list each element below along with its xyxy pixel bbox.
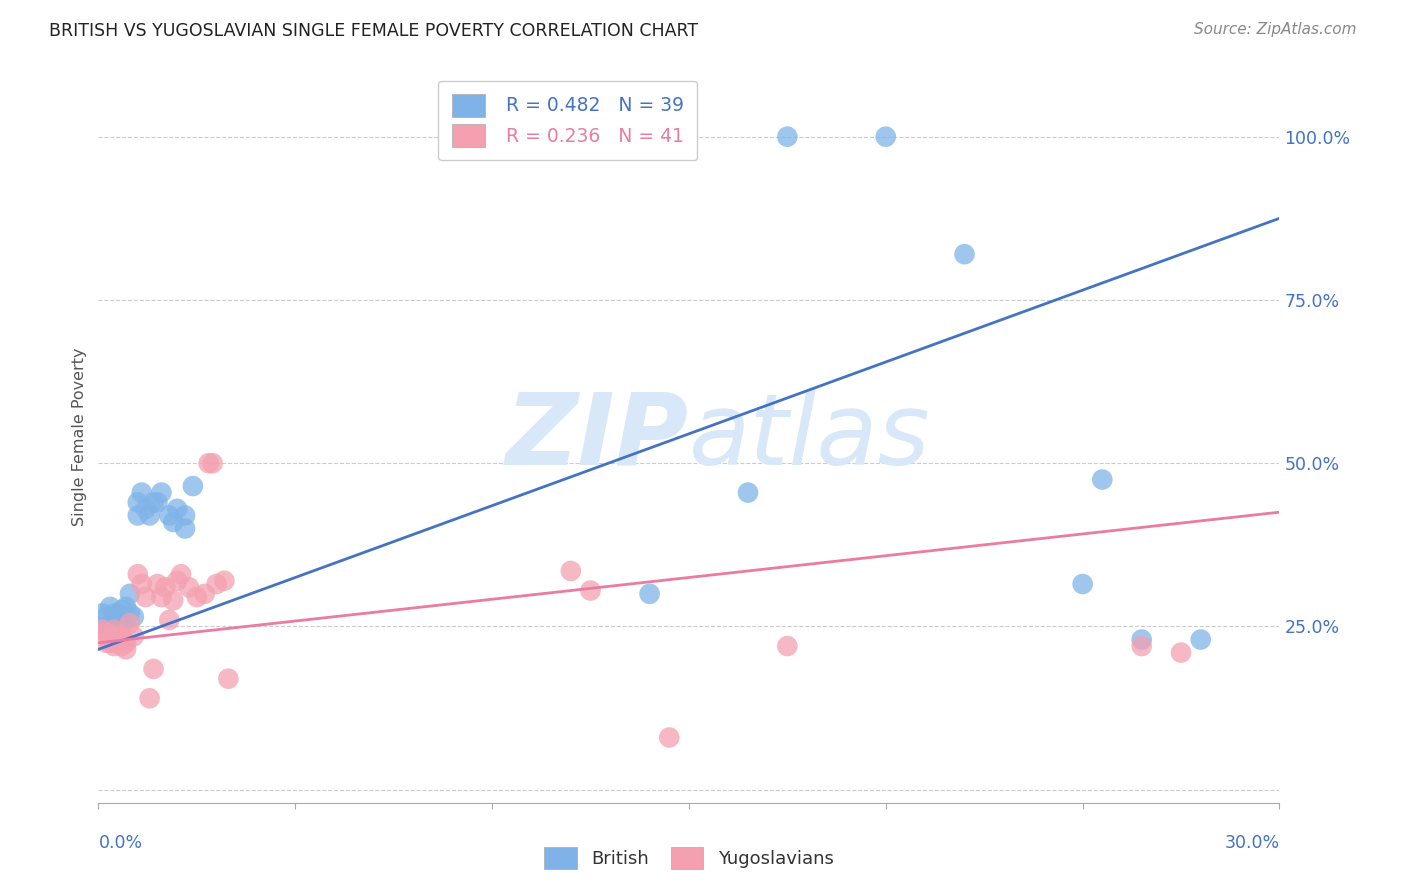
Text: ZIP: ZIP <box>506 389 689 485</box>
Legend: British, Yugoslavians: British, Yugoslavians <box>536 838 842 878</box>
Point <box>111 639 134 653</box>
Point <box>135 502 157 516</box>
Point <box>131 485 153 500</box>
Point <box>174 508 197 523</box>
Point <box>98 629 121 643</box>
Point <box>98 626 121 640</box>
Text: Source: ZipAtlas.com: Source: ZipAtlas.com <box>1194 22 1357 37</box>
Point <box>1170 646 1192 660</box>
Point <box>118 607 141 621</box>
Point <box>122 629 145 643</box>
Point <box>91 623 114 637</box>
Point <box>638 587 661 601</box>
Point <box>103 607 125 621</box>
Point <box>98 636 121 650</box>
Point <box>111 613 134 627</box>
Point <box>579 583 602 598</box>
Point <box>157 508 180 523</box>
Point <box>103 639 125 653</box>
Point <box>127 567 149 582</box>
Point <box>181 479 204 493</box>
Point <box>111 603 134 617</box>
Point <box>142 495 165 509</box>
Point <box>1071 577 1094 591</box>
Point <box>658 731 681 745</box>
Text: 0.0%: 0.0% <box>98 834 142 852</box>
Point <box>111 629 134 643</box>
Point <box>142 662 165 676</box>
Point <box>103 613 125 627</box>
Point <box>96 619 118 633</box>
Text: 30.0%: 30.0% <box>1225 834 1279 852</box>
Point <box>98 599 121 614</box>
Point <box>115 636 138 650</box>
Point <box>96 609 118 624</box>
Point <box>162 515 184 529</box>
Point <box>107 636 129 650</box>
Point <box>157 613 180 627</box>
Point <box>127 495 149 509</box>
Point <box>103 623 125 637</box>
Point <box>115 613 138 627</box>
Point <box>122 609 145 624</box>
Point <box>174 521 197 535</box>
Point <box>953 247 976 261</box>
Point <box>138 691 160 706</box>
Point <box>118 587 141 601</box>
Point <box>135 590 157 604</box>
Point <box>737 485 759 500</box>
Point <box>875 129 897 144</box>
Point <box>776 129 799 144</box>
Point <box>1091 473 1114 487</box>
Point <box>150 485 173 500</box>
Point <box>115 642 138 657</box>
Point <box>166 574 188 588</box>
Point <box>201 456 224 470</box>
Point <box>107 607 129 621</box>
Point <box>115 599 138 614</box>
Point <box>127 508 149 523</box>
Point <box>1130 639 1153 653</box>
Point <box>91 607 114 621</box>
Point <box>776 639 799 653</box>
Point <box>146 495 169 509</box>
Point <box>1189 632 1212 647</box>
Point <box>217 672 239 686</box>
Point <box>162 593 184 607</box>
Point <box>118 616 141 631</box>
Point <box>560 564 582 578</box>
Point <box>96 626 118 640</box>
Point <box>155 580 177 594</box>
Point <box>170 567 193 582</box>
Point <box>107 629 129 643</box>
Point <box>166 502 188 516</box>
Point <box>186 590 208 604</box>
Point <box>197 456 219 470</box>
Y-axis label: Single Female Poverty: Single Female Poverty <box>72 348 87 526</box>
Text: atlas: atlas <box>689 389 931 485</box>
Point <box>138 508 160 523</box>
Point <box>1130 632 1153 647</box>
Point <box>150 590 173 604</box>
Point <box>205 577 228 591</box>
Point <box>107 609 129 624</box>
Point <box>214 574 236 588</box>
Text: BRITISH VS YUGOSLAVIAN SINGLE FEMALE POVERTY CORRELATION CHART: BRITISH VS YUGOSLAVIAN SINGLE FEMALE POV… <box>49 22 699 40</box>
Point <box>194 587 217 601</box>
Point <box>131 577 153 591</box>
Point <box>96 636 118 650</box>
Point <box>177 580 200 594</box>
Point <box>146 577 169 591</box>
